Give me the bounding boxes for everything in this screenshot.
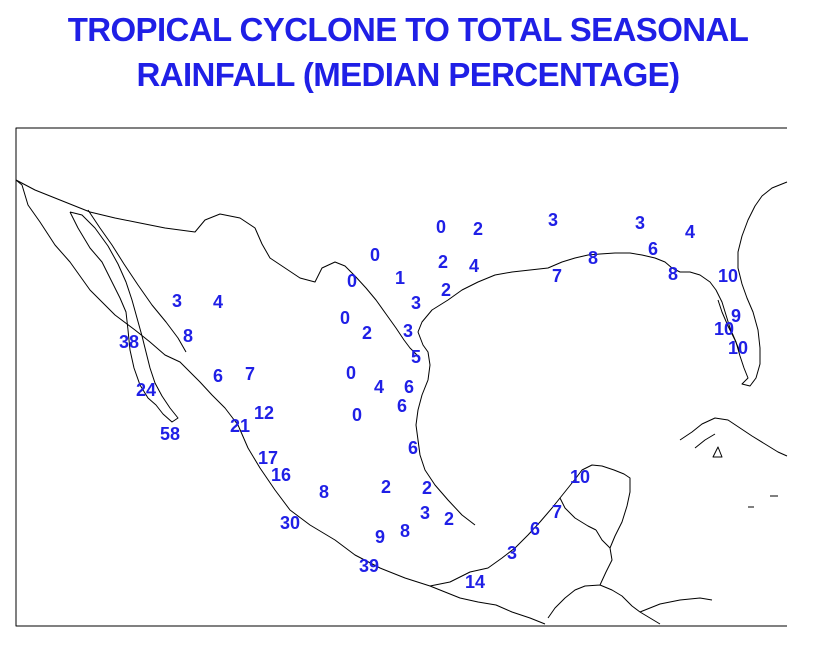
station-value: 3	[403, 321, 413, 341]
station-value: 9	[731, 306, 741, 326]
station-value: 10	[570, 467, 590, 487]
cuba	[679, 417, 788, 457]
station-value: 10	[728, 338, 748, 358]
station-value: 6	[648, 239, 658, 259]
station-value: 30	[280, 513, 300, 533]
station-value: 3	[548, 210, 558, 230]
station-value: 7	[552, 266, 562, 286]
station-value: 0	[352, 405, 362, 425]
station-value: 17	[258, 448, 278, 468]
map-title-line-1: TROPICAL CYCLONE TO TOTAL SEASONAL	[67, 11, 749, 48]
florida-west-coast	[717, 299, 741, 353]
station-value: 8	[319, 482, 329, 502]
station-value: 1	[395, 268, 405, 288]
station-value: 5	[411, 347, 421, 367]
station-value: 39	[359, 556, 379, 576]
station-value: 3	[411, 293, 421, 313]
station-value: 58	[160, 424, 180, 444]
station-value: 2	[381, 477, 391, 497]
station-value: 2	[441, 280, 451, 300]
station-value: 38	[119, 332, 139, 352]
station-value: 6	[404, 377, 414, 397]
station-value: 6	[530, 519, 540, 539]
station-value: 2	[444, 509, 454, 529]
station-value: 6	[397, 396, 407, 416]
gulf-coastline	[415, 181, 788, 526]
station-value: 3	[635, 213, 645, 233]
station-value: 3	[172, 291, 182, 311]
map-title-line-2: RAINFALL (MEDIAN PERCENTAGE)	[136, 56, 681, 93]
gulf-of-california	[87, 209, 187, 353]
station-value: 24	[136, 380, 156, 400]
station-value: 8	[183, 326, 193, 346]
station-value: 4	[685, 222, 695, 242]
station-value: 6	[213, 366, 223, 386]
station-value: 4	[469, 256, 479, 276]
station-value: 3	[420, 503, 430, 523]
station-value: 6	[408, 438, 418, 458]
station-value: 0	[346, 363, 356, 383]
station-value: 14	[465, 572, 485, 592]
station-value: 0	[436, 217, 446, 237]
station-value: 2	[362, 323, 372, 343]
small-island-triangle	[712, 446, 723, 458]
station-value: 7	[245, 364, 255, 384]
station-value: 7	[552, 502, 562, 522]
baja-california	[69, 211, 179, 423]
station-value: 2	[473, 219, 483, 239]
station-value: 16	[271, 465, 291, 485]
station-value: 12	[254, 403, 274, 423]
map-frame	[15, 127, 787, 627]
station-value: 21	[230, 416, 250, 436]
station-value: 4	[213, 292, 223, 312]
station-value: 0	[347, 271, 357, 291]
station-value: 0	[340, 308, 350, 328]
station-value: 9	[375, 527, 385, 547]
station-value: 4	[374, 377, 384, 397]
station-value: 10	[718, 266, 738, 286]
station-value: 3	[507, 543, 517, 563]
station-value: 2	[422, 478, 432, 498]
mainland-coastline	[15, 179, 631, 625]
central-america	[547, 529, 713, 625]
station-value: 0	[370, 245, 380, 265]
station-value: 2	[438, 252, 448, 272]
station-value: 8	[588, 248, 598, 268]
station-value: 8	[668, 264, 678, 284]
station-value: 10	[714, 319, 734, 339]
northern-boundary	[15, 179, 419, 357]
station-value: 8	[400, 521, 410, 541]
